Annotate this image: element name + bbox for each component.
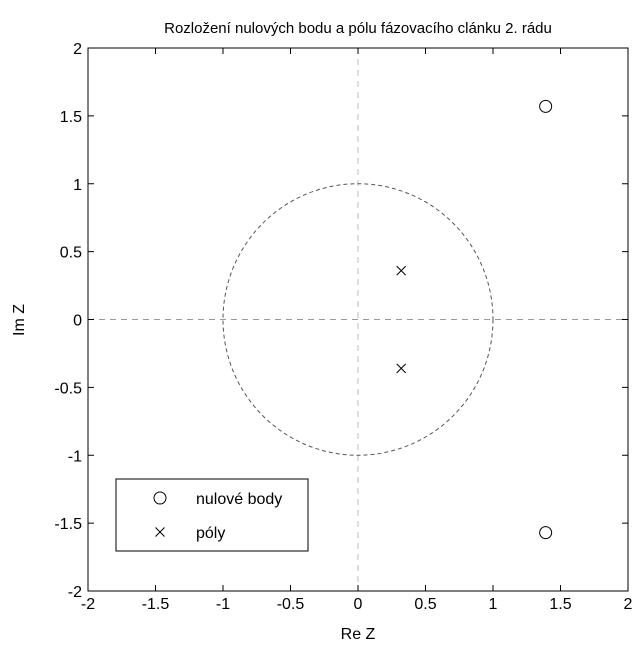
x-tick-label: -2 <box>81 596 95 613</box>
cross-stroke <box>396 265 407 276</box>
cross-stroke <box>155 527 165 537</box>
legend-marker <box>153 491 167 505</box>
y-axis-label: Im Z <box>11 304 28 336</box>
x-tick-label: -1.5 <box>142 596 170 613</box>
x-tick-label: 0.5 <box>414 596 436 613</box>
data-markers <box>396 99 553 540</box>
x-tick-label: -0.5 <box>277 596 305 613</box>
unit-circle <box>222 183 494 456</box>
pole-marker <box>396 265 407 276</box>
zero-marker <box>539 526 553 540</box>
y-tick-label: -1 <box>68 448 82 465</box>
cross-stroke <box>396 363 407 374</box>
axis-ticks: -2 -1.5 -1 -0.5 0 0.5 1 1.5 2 -2 -1.5 -1 -0.5 0 0.5 1 1.… <box>54 41 632 613</box>
y-tick-label: 2 <box>73 41 82 58</box>
legend-box <box>115 478 309 552</box>
x-tick-label: 0 <box>354 596 363 613</box>
x-tick-label: 1 <box>489 596 498 613</box>
y-tick-label: -0.5 <box>54 380 82 397</box>
y-tick-label: -2 <box>68 584 82 601</box>
x-tick-label: 1.5 <box>549 596 571 613</box>
reference-lines <box>88 48 628 591</box>
x-tick-label: 2 <box>624 596 633 613</box>
zero-marker <box>539 99 553 113</box>
legend-marker <box>155 527 165 537</box>
chart-title: Rozložení nulových bodu a pólu fázovacíh… <box>164 20 552 37</box>
y-tick-label: 0.5 <box>60 245 82 262</box>
x-tick-label: -1 <box>216 596 230 613</box>
y-tick-label: 0 <box>73 313 82 330</box>
x-axis-label: Re Z <box>341 626 376 643</box>
legend: nulové body póly <box>115 478 309 552</box>
legend-label: póly <box>196 525 225 542</box>
y-tick-label: 1.5 <box>60 109 82 126</box>
y-tick-label: 1 <box>73 177 82 194</box>
y-tick-label: -1.5 <box>54 516 82 533</box>
legend-label: nulové body <box>196 491 282 508</box>
pole-marker <box>396 363 407 374</box>
